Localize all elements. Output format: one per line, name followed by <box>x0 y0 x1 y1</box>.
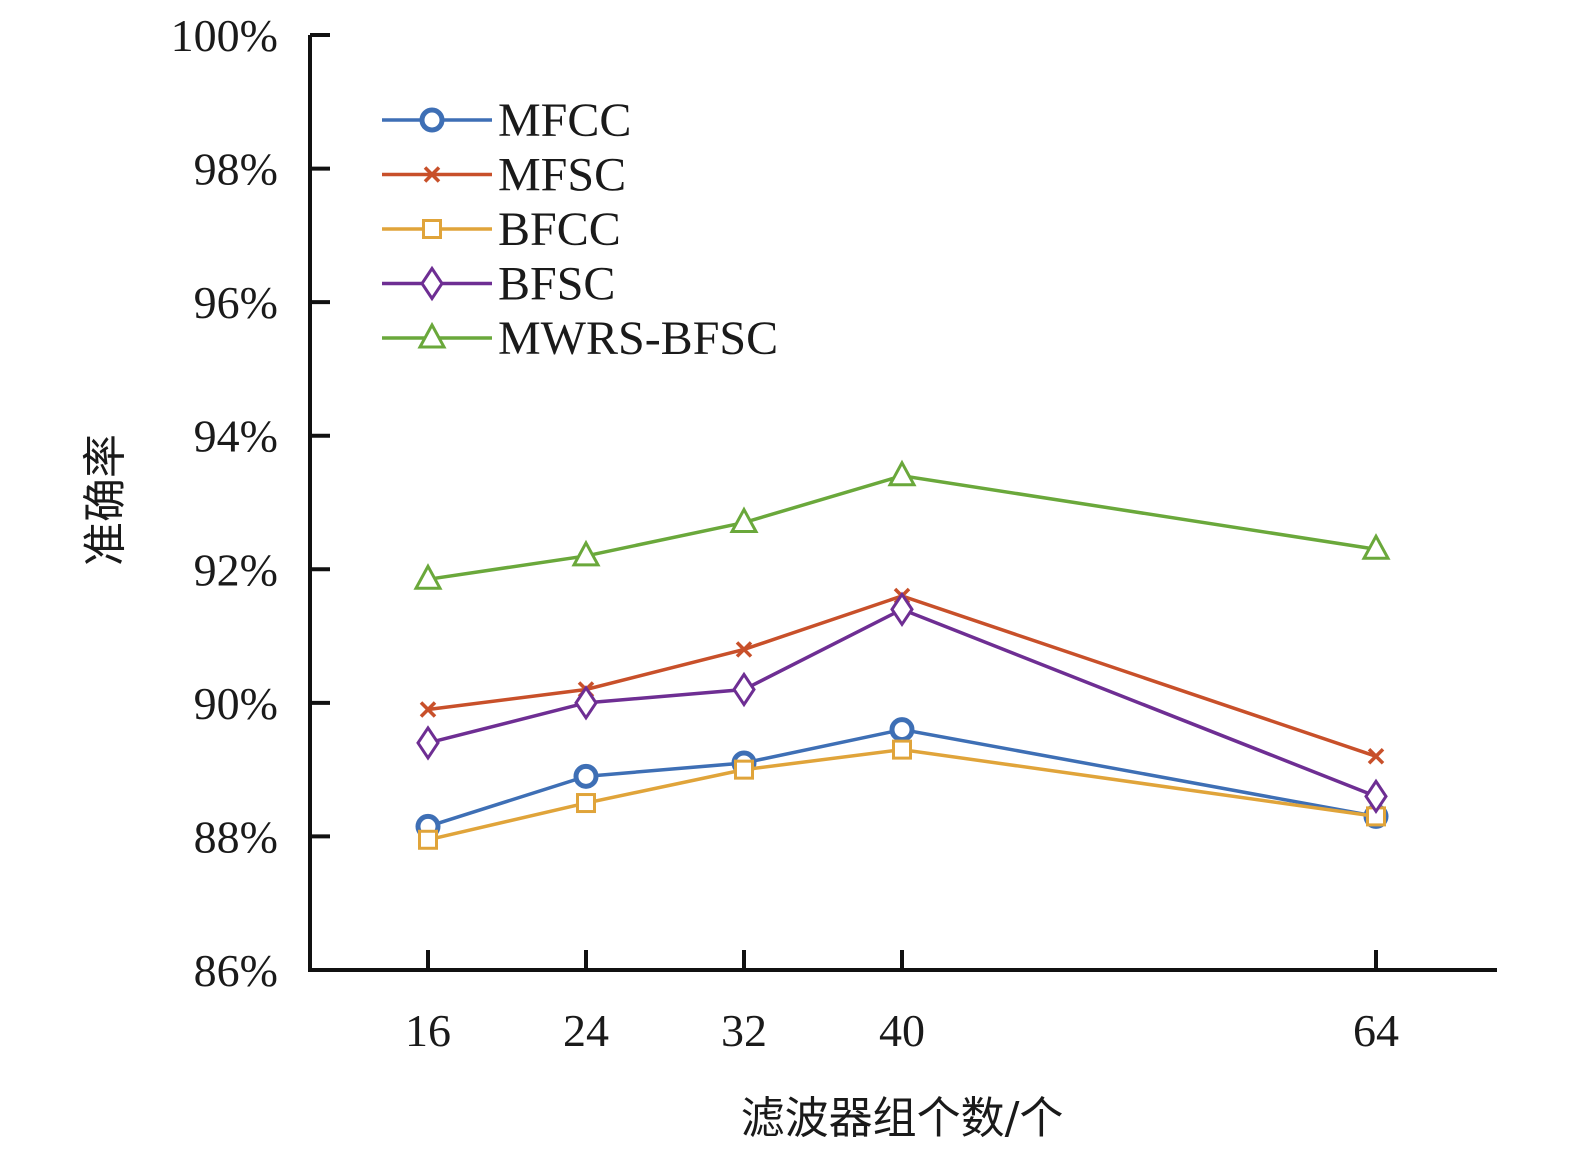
series-line-bfsc <box>427 607 1377 798</box>
data-point-mwrs-bfsc <box>729 506 759 534</box>
x-axis-title: 滤波器组个数/个 <box>741 1093 1064 1144</box>
x-tick-label: 32 <box>721 1005 767 1056</box>
y-tick-label: 94% <box>194 411 278 462</box>
data-point-mwrs-bfsc <box>571 539 601 567</box>
data-point-bfsc <box>1364 778 1388 815</box>
data-point-bfcc <box>734 759 754 780</box>
series-bfsc <box>416 591 1388 815</box>
y-tick-label: 90% <box>194 678 278 729</box>
data-point-mwrs-bfsc <box>1361 533 1391 560</box>
legend-marker <box>420 265 444 302</box>
legend-label: BFCC <box>498 203 621 256</box>
series-line-bfcc <box>427 747 1377 842</box>
y-tick-label: 88% <box>194 811 278 862</box>
data-point-bfcc <box>576 793 596 814</box>
y-tick-label: 100% <box>171 10 278 61</box>
data-point-mfsc <box>1367 748 1385 765</box>
legend-item-bfsc: BFSC <box>382 258 615 311</box>
legend-marker <box>423 166 441 183</box>
series-bfcc <box>418 739 1386 850</box>
legend-item-mfsc: MFSC <box>382 149 626 202</box>
x-tick-label: 24 <box>563 1005 609 1056</box>
data-point-bfcc <box>418 829 438 850</box>
data-point-mwrs-bfsc <box>887 459 917 487</box>
series-layer <box>413 459 1391 850</box>
data-point-bfsc <box>890 591 914 628</box>
y-tick-label: 96% <box>194 277 278 328</box>
data-point-bfsc <box>416 725 440 761</box>
data-point-bfcc <box>892 739 912 760</box>
legend-label: MFCC <box>498 94 631 147</box>
data-point-mfsc <box>735 641 753 658</box>
y-tick-label: 92% <box>194 544 278 595</box>
x-tick-label: 64 <box>1353 1005 1399 1056</box>
series-line-mwrs-bfsc <box>427 473 1377 582</box>
legend-item-mwrs-bfsc: MWRS-BFSC <box>382 312 778 365</box>
series-mfcc <box>415 717 1389 839</box>
y-tick-label: 98% <box>194 144 278 195</box>
legend-label: BFSC <box>498 258 615 311</box>
legend-item-mfcc: MFCC <box>382 94 631 147</box>
y-axis-title: 准确率 <box>80 434 131 566</box>
data-point-bfsc <box>574 685 598 721</box>
legend-label: MWRS-BFSC <box>498 312 778 365</box>
series-mwrs-bfsc <box>413 459 1391 590</box>
data-point-mfsc <box>419 701 437 718</box>
legend-marker <box>417 321 447 349</box>
x-tick-label: 16 <box>405 1005 451 1056</box>
legend-item-bfcc: BFCC <box>382 203 621 256</box>
axes: 86% 88% 90% 92% 94% 96% 98% 100% 16 24 32 40 64 <box>171 10 1497 1056</box>
data-point-mfcc <box>573 763 599 789</box>
legend-marker <box>419 107 445 133</box>
data-point-mfcc <box>889 717 915 743</box>
x-tick-label: 40 <box>879 1005 925 1056</box>
legend-label: MFSC <box>498 149 626 202</box>
data-point-bfsc <box>732 671 756 708</box>
data-point-mwrs-bfsc <box>413 563 443 590</box>
legend-marker <box>422 219 442 239</box>
y-tick-label: 86% <box>194 945 278 996</box>
